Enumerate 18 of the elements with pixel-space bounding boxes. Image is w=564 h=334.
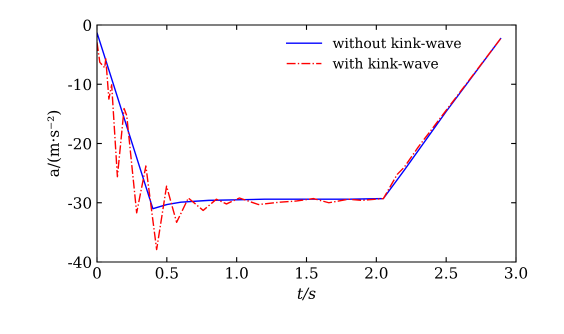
x-tick-label: 0.5	[156, 267, 178, 279]
y-tick-label: 0	[83, 19, 92, 32]
x-tick-label: 1.0	[226, 267, 248, 279]
legend-label: without kink-wave	[332, 38, 461, 48]
y-tick-label: -40	[68, 256, 92, 268]
x-tick-label: 2.5	[435, 267, 458, 279]
line-series	[97, 32, 502, 210]
x-axis-title: t/s	[298, 288, 316, 300]
x-tick-label: 3.0	[505, 267, 528, 279]
y-tick-label: -30	[68, 197, 92, 209]
line-series	[97, 38, 502, 250]
legend-label: with kink-wave	[332, 58, 438, 69]
y-axis-title: a/(m·s⁻²)	[47, 110, 62, 177]
x-tick-label: 1.5	[296, 267, 318, 279]
x-tick-label: 2.0	[365, 267, 388, 279]
y-tick-label: -20	[68, 138, 92, 150]
x-tick-label: 0	[93, 267, 101, 279]
y-tick-label: -10	[68, 78, 92, 90]
